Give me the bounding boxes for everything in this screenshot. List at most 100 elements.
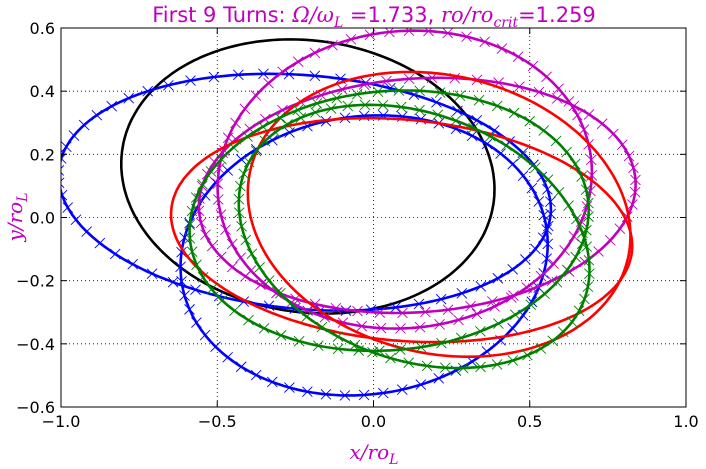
series-2-marker (91, 109, 103, 121)
series-5-marker (465, 300, 476, 312)
series-4-marker (541, 71, 552, 83)
series-9-marker (516, 150, 527, 162)
series-4-marker (496, 43, 508, 54)
series-3-marker (526, 182, 538, 194)
series-2-marker (390, 302, 401, 313)
x-tick-label: 0.0 (361, 412, 386, 431)
series-9-marker (522, 349, 533, 361)
series-3-marker (176, 246, 187, 258)
series-4-marker (239, 103, 251, 115)
series-5-marker (593, 246, 604, 257)
series-5-marker (397, 307, 408, 319)
series-2-marker (81, 226, 93, 237)
series-4-marker (395, 323, 406, 334)
series-8-marker (551, 276, 563, 288)
series-2-marker (536, 171, 548, 183)
x-axis-label: x/roL (350, 440, 399, 468)
series-3-marker (415, 379, 427, 390)
series-5-marker (240, 271, 251, 282)
series-2-marker (70, 214, 82, 226)
series-8-marker (538, 125, 550, 136)
series-2-marker (123, 92, 135, 104)
series-8-marker (583, 197, 594, 209)
series-2-marker (545, 208, 557, 220)
series-3-marker (507, 158, 518, 170)
series-3-marker (542, 238, 554, 250)
series-8-marker (393, 85, 405, 96)
series-3-marker (199, 329, 211, 341)
series-9-marker (274, 287, 286, 299)
series-4-marker (277, 66, 289, 78)
series-2-marker (109, 248, 121, 260)
series-3-marker (466, 356, 478, 367)
series-9-marker (432, 109, 444, 121)
x-tick-label: −0.5 (198, 412, 237, 431)
series-2-marker (61, 165, 65, 176)
series-4-marker (222, 132, 234, 143)
series-3-marker (358, 389, 370, 401)
series-9-marker (254, 262, 265, 273)
series-9-marker (236, 220, 247, 232)
series-2-marker (507, 263, 519, 275)
series-9-marker (421, 360, 433, 372)
series-2-marker (208, 71, 220, 83)
series-4-marker (527, 60, 539, 72)
series-8-marker (332, 343, 344, 355)
series-3-marker (176, 276, 187, 287)
y-tick-label: 0.6 (30, 19, 55, 38)
series-8-marker (525, 299, 537, 311)
series-8-marker (580, 184, 592, 195)
series-2-marker (309, 70, 321, 82)
series-9-marker (581, 241, 592, 252)
series-5-marker (487, 296, 498, 307)
series-9-marker (530, 162, 541, 173)
series-5-marker (271, 287, 283, 298)
series-2-marker (475, 280, 487, 292)
series-3 (175, 110, 554, 401)
series-9-marker (542, 174, 554, 185)
series-8-marker (292, 104, 304, 116)
series-8-marker (184, 219, 196, 231)
series-9-marker (577, 227, 588, 239)
series-8-marker (257, 121, 269, 132)
series-2-marker (61, 141, 72, 153)
series-9-marker (349, 339, 361, 351)
series-9-marker (501, 140, 512, 152)
series-3-marker (184, 304, 195, 315)
series-2-marker (78, 119, 90, 131)
y-tick-label: −0.4 (16, 335, 55, 354)
series-2-marker (94, 237, 106, 249)
series-5-marker (195, 217, 207, 229)
y-tick-label: 0.0 (30, 209, 55, 228)
series-8-marker (258, 322, 270, 334)
series-5-marker (628, 162, 639, 174)
series-5-marker (209, 156, 220, 168)
series-9-marker (563, 200, 574, 211)
series-8-marker (570, 251, 581, 263)
series-9-marker (240, 234, 252, 246)
series-9-marker (325, 103, 337, 114)
series-9-marker (414, 104, 425, 116)
series-5-marker (330, 302, 342, 314)
series-3-marker (191, 317, 202, 328)
series-9-marker (233, 207, 245, 218)
series-9-marker (295, 112, 307, 124)
series-4-marker (327, 39, 338, 51)
series-5-marker (514, 81, 525, 93)
series-9-marker (557, 326, 569, 338)
series-3-marker (377, 387, 389, 399)
series-9-marker (535, 343, 547, 354)
series-5-marker (442, 304, 454, 316)
series-9-marker (367, 346, 378, 358)
series-8-marker (434, 87, 446, 98)
series-8-marker (197, 271, 209, 283)
series-2-marker (233, 69, 244, 81)
series-2-marker (142, 85, 153, 97)
series-8-marker (508, 107, 520, 119)
series-8-marker (331, 92, 343, 104)
series-8-marker (583, 211, 594, 222)
ticks: −1.0 −0.5 0.0 0.5 1.0 0.6 0.4 0.2 0.0 −0.2 −0.4 −0.… (16, 19, 699, 431)
series-4-marker (434, 319, 445, 330)
y-tick-label: 0.2 (30, 145, 55, 164)
series-4-marker (512, 51, 524, 62)
